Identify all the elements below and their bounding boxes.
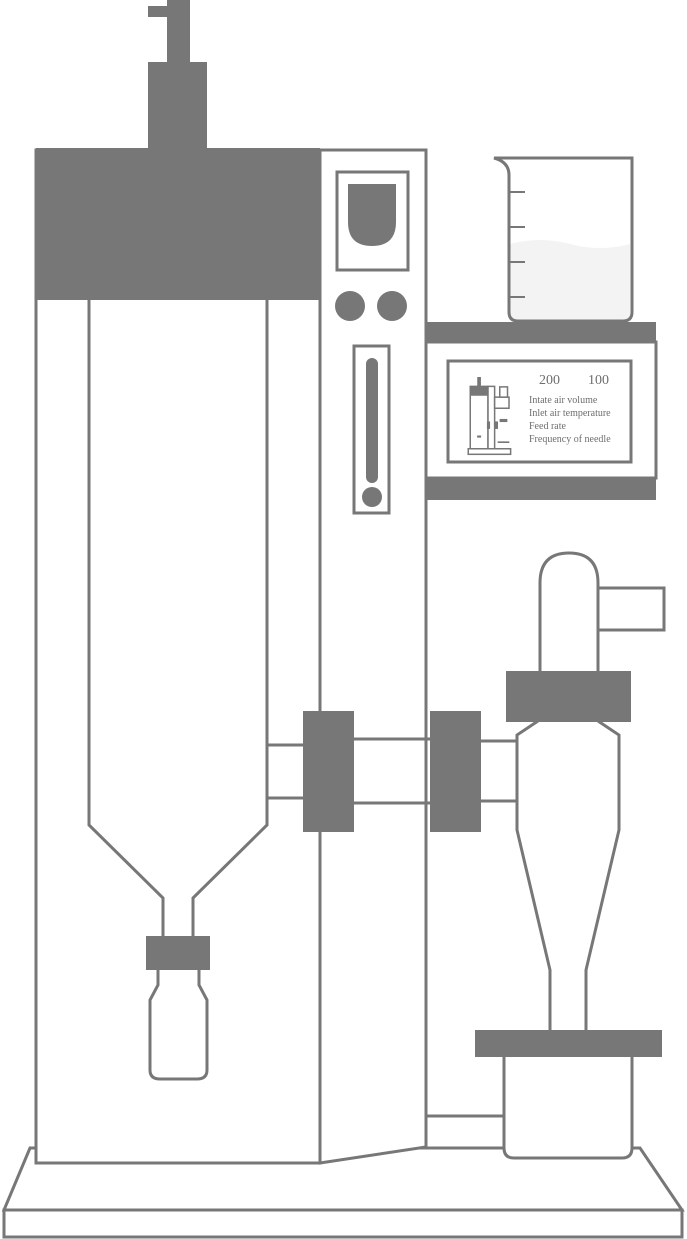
screen-indicator xyxy=(348,184,396,246)
parameter-label-1: Intate air volume xyxy=(529,395,598,406)
flowmeter-tube xyxy=(366,358,378,483)
cyclone-exhaust-tube xyxy=(538,551,600,672)
parameter-label-2: Inlet air temperature xyxy=(529,408,611,419)
beaker-liquid xyxy=(510,240,630,320)
connecting-pipes xyxy=(267,737,517,805)
display-value-1: 200 xyxy=(539,373,560,388)
bottle-clamp xyxy=(146,936,210,970)
feed-beaker xyxy=(493,156,634,323)
pipe-clamps xyxy=(303,711,481,832)
pipe-clamp-right xyxy=(430,711,481,832)
display-panel: 200 100 Intate air volume Inlet air temp… xyxy=(446,359,633,464)
control-panel xyxy=(335,170,410,515)
cyclone-top-clamp xyxy=(506,671,631,722)
product-collector xyxy=(475,1030,662,1160)
spray-dryer-thumbnail-icon xyxy=(467,377,512,456)
collector-lid xyxy=(475,1030,662,1057)
flowmeter-ball xyxy=(362,487,382,507)
parameter-label-4: Frequency of needle xyxy=(529,434,611,445)
main-housing xyxy=(34,148,428,1165)
cyclone-body xyxy=(515,719,621,1031)
drying-chamber xyxy=(87,300,269,940)
top-cap xyxy=(36,0,320,300)
display-value-2: 100 xyxy=(588,373,609,388)
cyclone-exhaust-outlet xyxy=(596,586,666,632)
collection-bottle xyxy=(146,936,210,1081)
control-knob-right[interactable] xyxy=(377,291,407,321)
parameter-label-3: Feed rate xyxy=(529,421,566,432)
control-knob-left[interactable] xyxy=(335,291,365,321)
pipe-clamp-left xyxy=(303,711,354,832)
cyclone-separator xyxy=(506,551,666,1031)
